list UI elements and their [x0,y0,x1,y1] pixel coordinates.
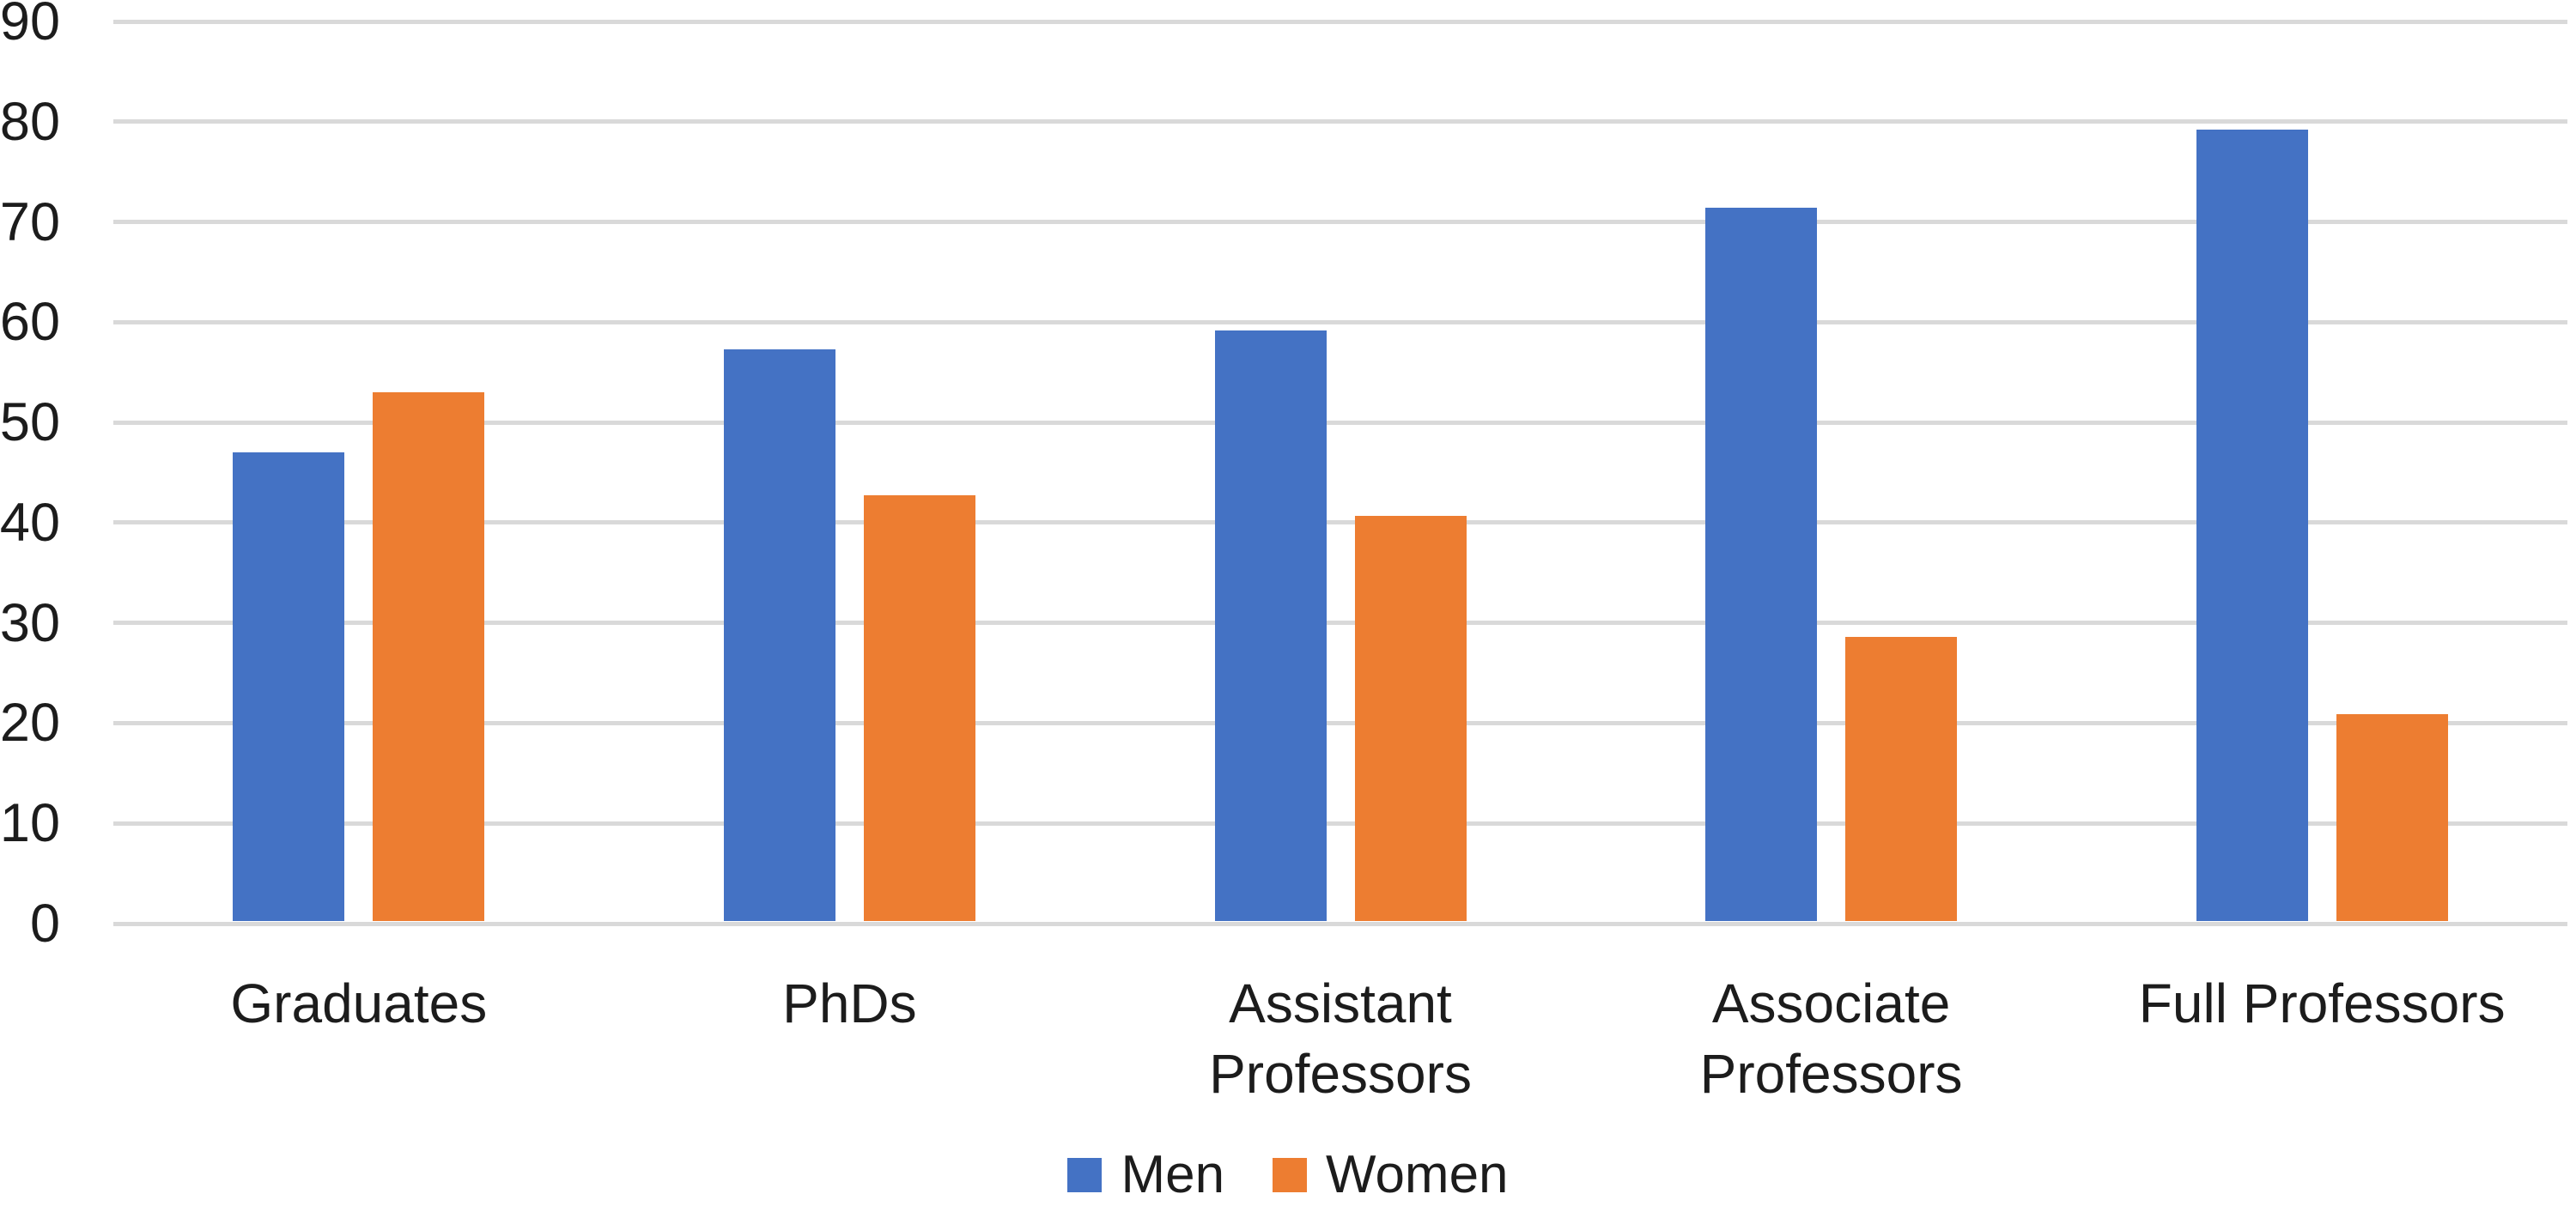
y-tick-label-0: 0 [29,894,60,954]
x-category-label-assistant-professors: Assistant Professors [1209,973,1472,1105]
bar-women-associate-professors [1845,637,1958,922]
gridline-30 [113,621,2567,626]
y-tick-label-10: 10 [0,793,60,854]
bar-women-phds [863,495,975,922]
bar-men-associate-professors [1705,208,1818,922]
y-tick-label-20: 20 [0,693,60,754]
x-category-label-phds: PhDs [782,973,917,1034]
x-category-label-graduates: Graduates [230,973,488,1034]
y-tick-label-90: 90 [0,0,60,52]
x-category-label-full-professors: Full Professors [2138,973,2506,1034]
bar-women-graduates [373,392,485,922]
legend-label-women: Women [1326,1145,1509,1204]
bar-women-assistant-professors [1354,515,1467,922]
gridline-60 [113,319,2567,324]
legend-item-women: Women [1273,1148,1509,1202]
men-series-swatch-icon [1067,1158,1103,1192]
bar-women-full-professors [2336,713,2448,922]
y-tick-label-30: 30 [0,592,60,653]
bar-men-graduates [233,452,345,922]
legend: Men Women [0,1148,2576,1202]
bar-men-phds [723,348,835,922]
y-tick-label-50: 50 [0,392,60,453]
y-tick-label-60: 60 [0,292,60,353]
gridline-20 [113,720,2567,725]
y-tick-label-80: 80 [0,91,60,152]
gridline-70 [113,220,2567,225]
gridline-50 [113,420,2567,425]
x-category-label-associate-professors: Associate Professors [1699,973,1963,1105]
gridline-40 [113,520,2567,525]
bar-men-full-professors [2196,130,2308,922]
y-tick-label-40: 40 [0,492,60,553]
gridline-10 [113,821,2567,826]
y-tick-label-70: 70 [0,191,60,252]
women-series-swatch-icon [1273,1158,1308,1192]
gridline-90 [113,19,2567,24]
legend-item-men: Men [1067,1148,1224,1202]
bar-men-assistant-professors [1214,330,1327,922]
gridline-80 [113,119,2567,124]
legend-label-men: Men [1121,1145,1225,1204]
gridline-0 [113,921,2567,926]
